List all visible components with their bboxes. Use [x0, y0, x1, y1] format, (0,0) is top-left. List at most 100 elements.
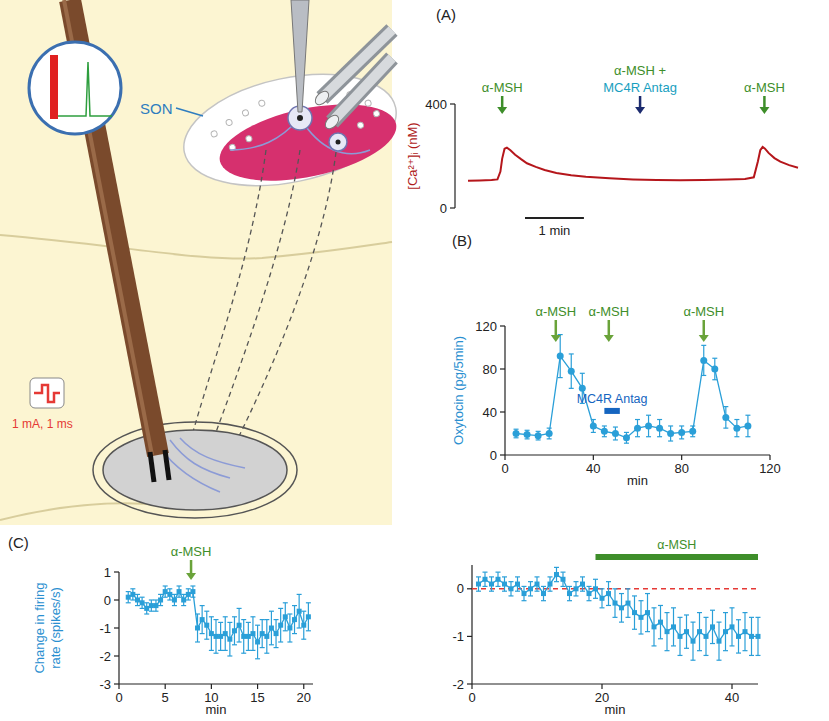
arrow-head — [759, 107, 769, 114]
error-bar-cap — [301, 611, 306, 612]
data-point — [200, 617, 205, 622]
error-bar-cap — [140, 597, 145, 598]
treatment-bar — [604, 408, 619, 414]
error-bar-cap — [195, 641, 200, 642]
arrow-head — [551, 335, 561, 342]
error-bar-cap — [697, 612, 702, 613]
error-bar-cap — [730, 607, 735, 608]
error-bar — [591, 420, 596, 433]
data-point — [656, 425, 663, 432]
error-bar-cap — [547, 438, 552, 439]
error-bar-cap — [264, 619, 269, 620]
data-point — [509, 586, 514, 591]
pulse-icon — [30, 378, 64, 408]
annotation-label: α-MSH — [588, 304, 629, 319]
error-bar-cap — [223, 616, 228, 617]
error-bar — [600, 589, 605, 608]
x-tick-label: 0 — [115, 690, 122, 705]
data-point — [274, 631, 279, 636]
error-bar — [558, 335, 563, 378]
y-tick-label: 0 — [490, 448, 497, 463]
x-tick — [118, 684, 119, 689]
data-point — [684, 629, 689, 634]
axon-path — [226, 152, 336, 462]
error-bar-cap — [657, 436, 662, 437]
y-tick — [467, 636, 472, 637]
data-point — [227, 637, 232, 642]
error-bar-cap — [167, 588, 172, 589]
arrow-shaft — [763, 96, 766, 108]
axon-path — [185, 150, 266, 462]
error-bar — [301, 611, 306, 639]
error-bar-cap — [743, 650, 748, 651]
error-bar-cap — [287, 641, 292, 642]
error-bar-cap — [190, 585, 195, 586]
data-point — [535, 432, 542, 439]
data-point — [671, 624, 676, 629]
antidromic-spike — [58, 62, 112, 116]
data-point — [567, 591, 572, 596]
error-bar-cap — [214, 619, 219, 620]
error-bar-cap — [745, 415, 750, 416]
error-bar-cap — [580, 591, 585, 592]
x-tick-label: 0 — [501, 461, 508, 476]
data-point — [623, 434, 630, 441]
error-bar-cap — [567, 600, 572, 601]
y-axis-title: rate (spikes/s) — [48, 587, 63, 669]
data-point — [513, 430, 520, 437]
error-bar — [172, 594, 177, 605]
error-bar-cap — [306, 630, 311, 631]
error-bar-cap — [723, 428, 728, 429]
error-bar — [163, 586, 168, 597]
x-tick-label: 80 — [674, 461, 688, 476]
error-bar-cap — [195, 613, 200, 614]
error-bar-cap — [292, 633, 297, 634]
reference-line — [472, 588, 758, 590]
error-bar — [548, 577, 553, 591]
treatment-label: MC4R Antag — [577, 392, 648, 406]
error-bar-cap — [734, 436, 739, 437]
data-point — [600, 596, 605, 601]
error-bar-cap — [602, 425, 607, 426]
error-bar-cap — [140, 608, 145, 609]
cell-dot — [365, 100, 372, 107]
error-bar-cap — [679, 438, 684, 439]
error-bar-cap — [181, 594, 186, 595]
error-bar-cap — [509, 581, 514, 582]
error-bar-cap — [626, 617, 631, 618]
arrow — [699, 320, 709, 342]
data-point — [186, 592, 191, 597]
data-point — [476, 582, 481, 587]
data-point — [639, 615, 644, 620]
x-tick — [165, 684, 166, 689]
error-bar-cap — [496, 572, 501, 573]
error-bar-cap — [658, 638, 663, 639]
data-point — [717, 639, 722, 644]
error-bar — [690, 426, 695, 437]
error-bar — [734, 420, 739, 437]
error-bar-cap — [591, 432, 596, 433]
error-bar-cap — [701, 345, 706, 346]
axon-path — [205, 150, 300, 462]
error-bar — [678, 617, 683, 655]
error-bar-cap — [172, 594, 177, 595]
x-axis — [119, 683, 313, 684]
data-point — [632, 610, 637, 615]
error-bar — [626, 589, 631, 618]
panel-letter: (C) — [8, 534, 29, 551]
data-point — [557, 353, 564, 360]
y-tick — [114, 599, 119, 600]
error-bar-cap — [541, 586, 546, 587]
electrode-tip — [150, 452, 154, 482]
fiber — [160, 448, 220, 492]
panel-letter: (B) — [452, 232, 472, 249]
y-tick-label: -2 — [99, 649, 111, 664]
x-tick — [601, 684, 602, 689]
y-tick-label: -1 — [452, 629, 464, 644]
fiber — [170, 440, 230, 478]
data-point — [587, 591, 592, 596]
plot-area — [472, 567, 761, 660]
error-bar — [697, 613, 702, 651]
error-bar — [264, 620, 269, 654]
error-bar — [632, 596, 637, 629]
